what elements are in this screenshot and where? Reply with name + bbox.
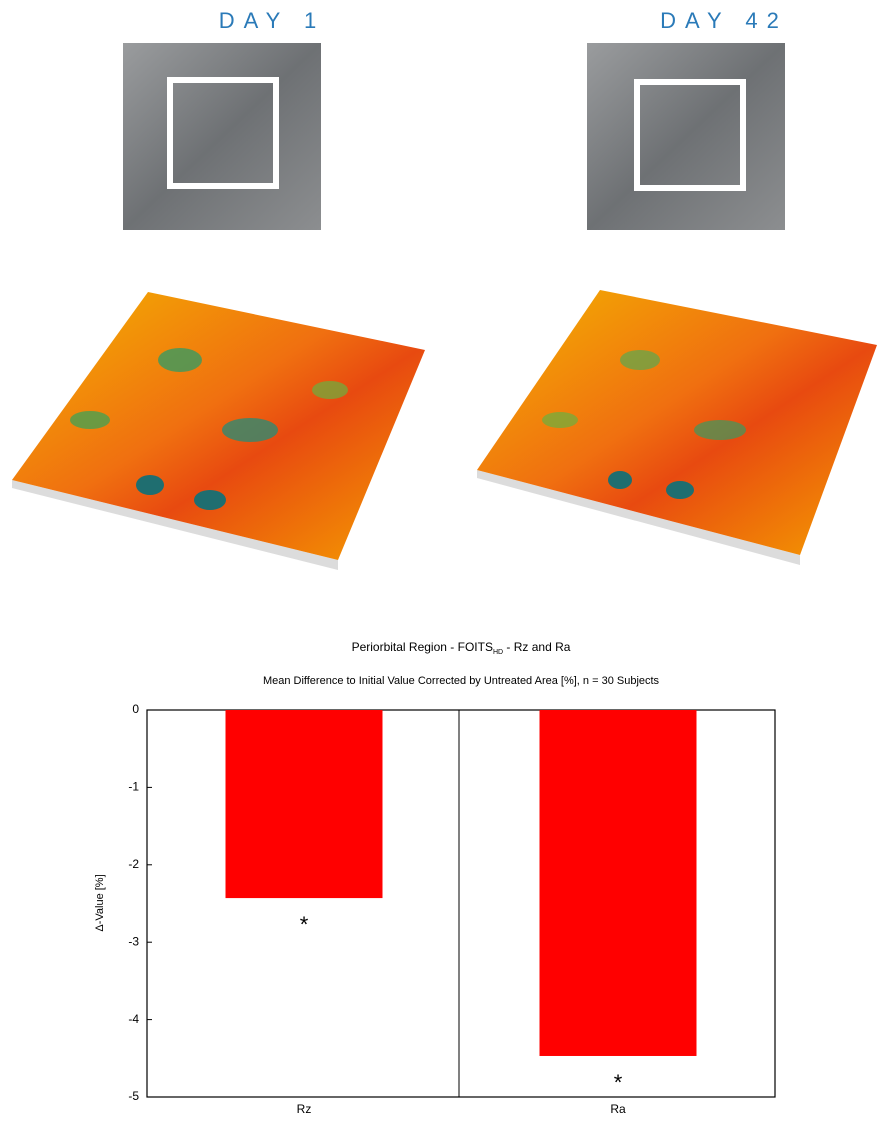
bar: [226, 710, 383, 898]
y-tick-label: 0: [132, 702, 139, 716]
chart-title: Periorbital Region - FOITSHD - Rz and Ra: [352, 640, 571, 656]
y-axis-label: Δ-Value [%]: [94, 874, 106, 931]
surface-3d: [477, 290, 877, 565]
x-tick-label: Ra: [610, 1102, 626, 1116]
significance-marker: *: [300, 912, 309, 937]
day-label: DAY 1: [219, 8, 326, 33]
y-tick-label: -2: [128, 857, 139, 871]
bar: [540, 710, 697, 1056]
skin-photo: [123, 43, 321, 230]
significance-marker: *: [614, 1070, 623, 1095]
chart-subtitle: Mean Difference to Initial Value Correct…: [263, 675, 660, 687]
surface-3d: [12, 292, 425, 570]
figure: DAY 1 DAY 42 Periorbital Region - FOITSH…: [0, 0, 877, 1122]
y-tick-label: -5: [128, 1089, 139, 1103]
x-tick-label: Rz: [297, 1102, 312, 1116]
y-tick-label: -1: [128, 780, 139, 794]
y-tick-label: -4: [128, 1012, 139, 1026]
skin-photo: [587, 43, 785, 230]
y-tick-label: -3: [128, 934, 139, 948]
day-label: DAY 42: [660, 8, 788, 33]
